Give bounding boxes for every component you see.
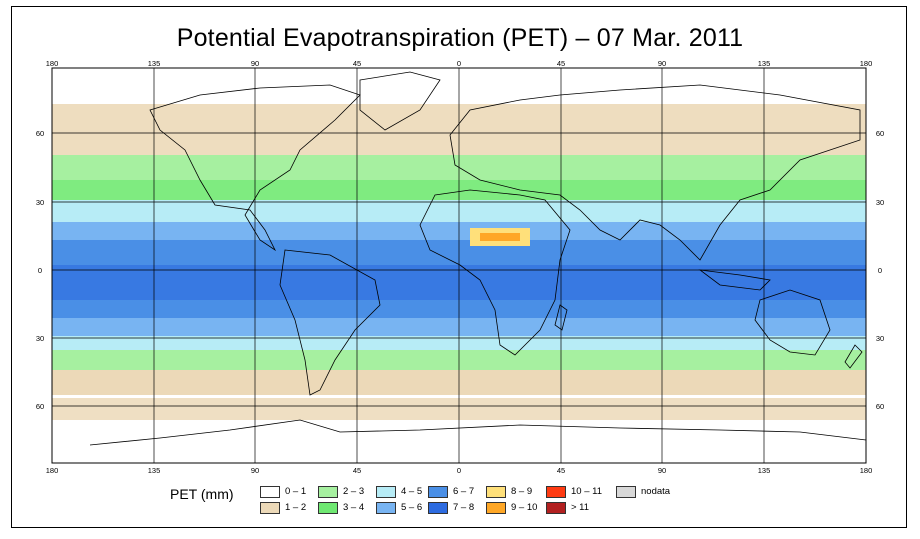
lat-tick: 30: [876, 334, 884, 343]
lat-tick: 30: [36, 198, 44, 207]
legend-title: PET (mm): [170, 486, 234, 502]
legend-label: > 11: [571, 502, 590, 513]
legend-label: 1 – 2: [285, 502, 307, 513]
legend-label: 10 – 11: [571, 486, 602, 497]
lon-tick: 0: [457, 466, 461, 475]
legend-label: 2 – 3: [343, 486, 365, 497]
legend-swatch: [260, 502, 280, 514]
lat-ticks-right: 60 30 0 30 60: [876, 129, 884, 411]
lat-tick: 60: [36, 402, 44, 411]
legend-swatch: [546, 502, 566, 514]
lat-tick: 60: [876, 129, 884, 138]
legend-swatch: [486, 486, 506, 498]
lon-tick: 45: [557, 59, 565, 68]
lon-tick: 135: [758, 59, 771, 68]
legend-label: 8 – 9: [511, 486, 533, 497]
legend-swatch: [318, 486, 338, 498]
lon-tick: 90: [658, 59, 666, 68]
legend-label: 3 – 4: [343, 502, 365, 513]
lon-tick: 180: [46, 466, 59, 475]
legend-label: 7 – 8: [453, 502, 475, 513]
lon-tick: 0: [457, 59, 461, 68]
legend-swatch: [428, 486, 448, 498]
legend-label: 6 – 7: [453, 486, 475, 497]
lon-tick: 90: [658, 466, 666, 475]
legend-swatch: [318, 502, 338, 514]
coastlines: [89, 71, 867, 446]
lat-tick: 30: [36, 334, 44, 343]
map-title: Potential Evapotranspiration (PET) – 07 …: [176, 24, 744, 52]
figure-frame: [11, 6, 907, 528]
graticule: [52, 68, 866, 463]
map-border: [51, 67, 867, 464]
legend-label: 5 – 6: [401, 502, 423, 513]
lon-tick: 90: [251, 466, 259, 475]
lon-tick: 90: [251, 59, 259, 68]
lon-tick: 180: [860, 59, 873, 68]
legend-label: 4 – 5: [401, 486, 423, 497]
legend-swatch: [428, 502, 448, 514]
legend-label: nodata: [641, 486, 671, 497]
lon-tick: 135: [758, 466, 771, 475]
lon-tick: 45: [353, 466, 361, 475]
lon-tick: 45: [557, 466, 565, 475]
lon-tick: 135: [148, 59, 161, 68]
lon-tick: 180: [46, 59, 59, 68]
lat-tick: 60: [876, 402, 884, 411]
lat-ticks-left: 60 30 0 30 60: [36, 129, 44, 411]
lat-tick: 30: [876, 198, 884, 207]
lat-tick: 0: [38, 266, 42, 275]
legend-swatch: [616, 486, 636, 498]
lon-ticks-top: 180 135 90 45 0 45 90 135 180: [46, 59, 873, 68]
legend-swatch: [486, 502, 506, 514]
legend-swatch: [546, 486, 566, 498]
lon-tick: 135: [148, 466, 161, 475]
lat-tick: 0: [878, 266, 882, 275]
legend-swatch: [376, 486, 396, 498]
legend-swatch: [376, 502, 396, 514]
legend-swatch: [260, 486, 280, 498]
lon-tick: 45: [353, 59, 361, 68]
lat-tick: 60: [36, 129, 44, 138]
legend-label: 9 – 10: [511, 502, 538, 513]
lon-ticks-bottom: 180 135 90 45 0 45 90 135 180: [46, 466, 873, 475]
lon-tick: 180: [860, 466, 873, 475]
legend-label: 0 – 1: [285, 486, 307, 497]
